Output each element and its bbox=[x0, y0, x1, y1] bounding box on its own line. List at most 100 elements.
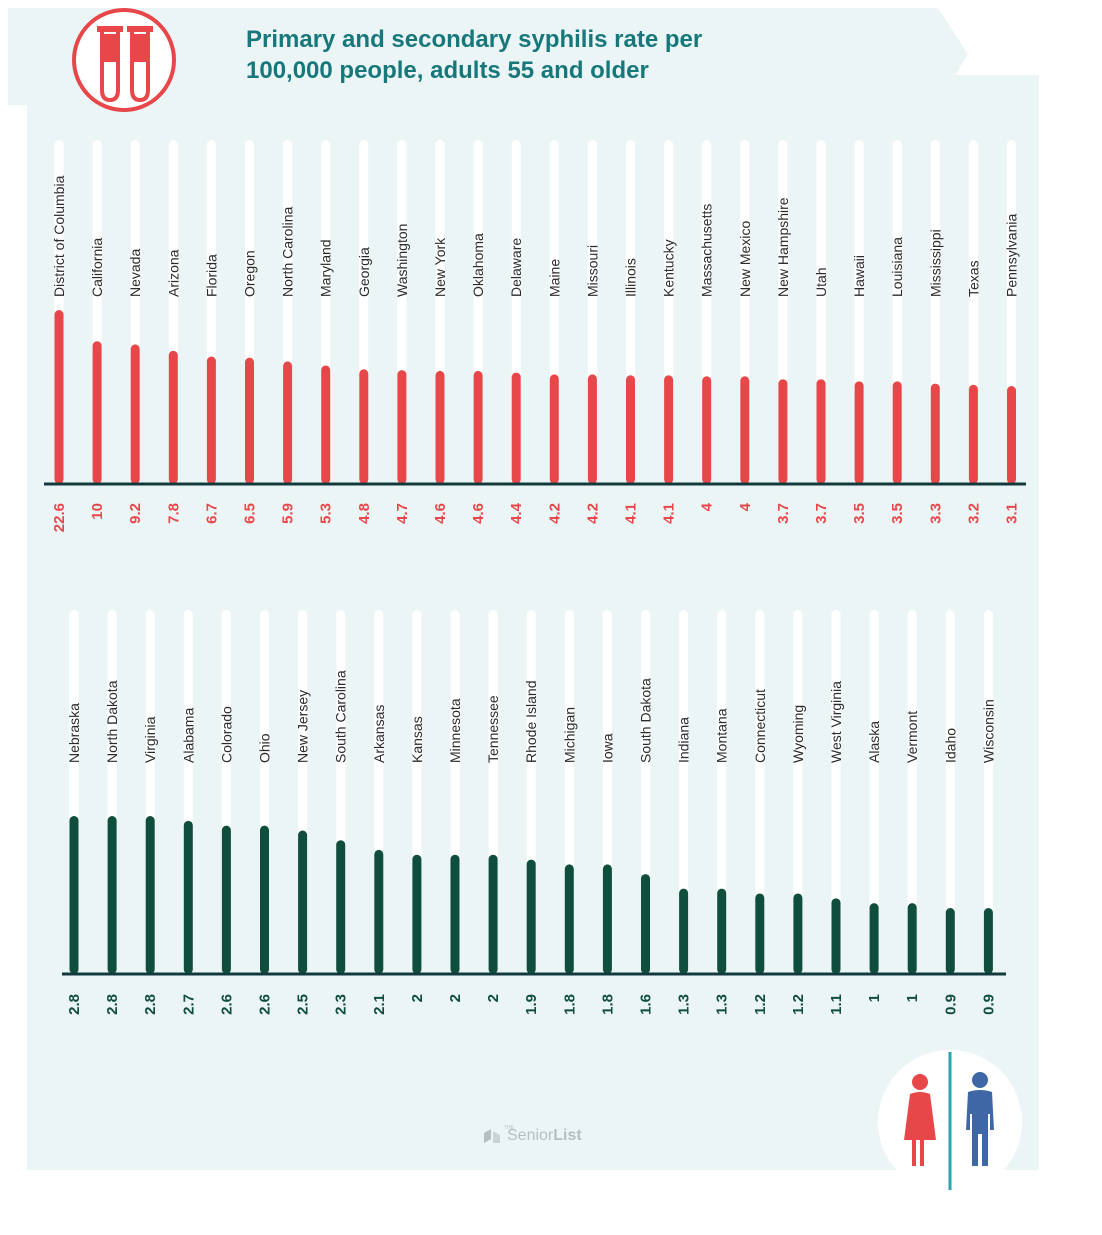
value-label-indiana: 1.3 bbox=[676, 994, 693, 1015]
bar-new-hampshire bbox=[778, 379, 788, 484]
value-label-washington: 4.7 bbox=[394, 503, 411, 524]
category-label-rhode-island: Rhode Island bbox=[523, 680, 539, 763]
bar-arkansas bbox=[374, 849, 384, 974]
bar-south-carolina bbox=[336, 840, 346, 974]
bar-texas bbox=[968, 384, 978, 484]
category-label-kansas: Kansas bbox=[409, 716, 425, 763]
track-connecticut bbox=[755, 610, 765, 974]
bar-maryland bbox=[321, 365, 331, 484]
category-label-massachusetts: Massachusetts bbox=[699, 204, 715, 297]
value-label-georgia: 4.8 bbox=[356, 503, 373, 524]
category-label-oklahoma: Oklahoma bbox=[470, 233, 486, 297]
category-label-virginia: Virginia bbox=[142, 716, 158, 763]
category-label-south-dakota: South Dakota bbox=[638, 678, 654, 763]
category-label-indiana: Indiana bbox=[676, 717, 692, 763]
value-label-louisiana: 3.5 bbox=[889, 503, 906, 524]
value-label-north-carolina: 5.9 bbox=[280, 503, 297, 524]
bar-pennsylvania bbox=[1007, 386, 1016, 484]
category-label-illinois: Illinois bbox=[623, 258, 639, 297]
category-label-new-hampshire: New Hampshire bbox=[775, 197, 791, 297]
bar-washington bbox=[397, 370, 407, 484]
bar-delaware bbox=[511, 372, 521, 484]
bar-new-york bbox=[435, 370, 445, 484]
value-label-minnesota: 2 bbox=[447, 994, 464, 1002]
bar-north-carolina bbox=[283, 361, 293, 484]
value-label-pennsylvania: 3.1 bbox=[1004, 503, 1021, 524]
track-west-virginia bbox=[831, 610, 841, 974]
bar-new-mexico bbox=[740, 376, 750, 484]
bar-nebraska bbox=[69, 816, 79, 974]
value-label-north-dakota: 2.8 bbox=[104, 994, 121, 1015]
bar-missouri bbox=[587, 374, 597, 484]
bar-west-virginia bbox=[831, 898, 841, 974]
bar-vermont bbox=[907, 903, 917, 974]
man-woman-icon bbox=[878, 1050, 1022, 1194]
bar-idaho bbox=[945, 908, 955, 974]
category-label-texas: Texas bbox=[965, 260, 981, 297]
logo-name-a: Senior bbox=[507, 1127, 554, 1144]
value-label-new-mexico: 4 bbox=[737, 502, 754, 511]
value-label-rhode-island: 1.9 bbox=[523, 994, 540, 1015]
value-label-arizona: 7.8 bbox=[165, 503, 182, 524]
category-label-ohio: Ohio bbox=[257, 733, 273, 763]
category-label-missouri: Missouri bbox=[584, 245, 600, 297]
category-label-michigan: Michigan bbox=[561, 707, 577, 763]
bar-oklahoma bbox=[473, 370, 483, 484]
value-label-delaware: 4.4 bbox=[508, 502, 525, 524]
bar-connecticut bbox=[755, 893, 765, 974]
category-label-montana: Montana bbox=[714, 708, 730, 763]
category-label-colorado: Colorado bbox=[218, 706, 234, 763]
category-label-florida: Florida bbox=[203, 254, 219, 297]
value-label-massachusetts: 4 bbox=[699, 502, 716, 511]
bar-arizona bbox=[168, 350, 178, 484]
value-label-florida: 6.7 bbox=[203, 503, 220, 524]
bar-massachusetts bbox=[702, 376, 712, 484]
value-label-hawaii: 3.5 bbox=[851, 503, 868, 524]
category-label-new-mexico: New Mexico bbox=[737, 221, 753, 297]
bar-south-dakota bbox=[641, 874, 650, 974]
category-label-pennsylvania: Pennsylvania bbox=[1004, 214, 1020, 297]
track-wyoming bbox=[793, 610, 803, 974]
value-label-kansas: 2 bbox=[409, 994, 426, 1002]
value-label-oklahoma: 4.6 bbox=[470, 503, 487, 524]
category-label-arizona: Arizona bbox=[165, 249, 181, 297]
track-alaska bbox=[869, 610, 879, 974]
category-label-district-of-columbia: District of Columbia bbox=[51, 175, 67, 297]
logo-small-text: THE bbox=[504, 1125, 514, 1131]
bar-north-dakota bbox=[107, 816, 117, 974]
category-label-maine: Maine bbox=[546, 259, 562, 297]
value-label-district-of-columbia: 22.6 bbox=[51, 503, 68, 532]
category-label-kentucky: Kentucky bbox=[661, 239, 677, 297]
bottom-chart: Nebraska 2.8 North Dakota 2.8 Virginia 2.8 Ala… bbox=[62, 610, 1006, 1015]
category-label-minnesota: Minnesota bbox=[447, 698, 463, 763]
test-tubes-icon bbox=[72, 8, 176, 112]
category-label-tennessee: Tennessee bbox=[485, 695, 501, 763]
track-indiana bbox=[679, 610, 689, 974]
value-label-idaho: 0.9 bbox=[942, 994, 959, 1015]
bar-indiana bbox=[679, 888, 689, 974]
senior-list-logo-icon bbox=[484, 1129, 500, 1143]
bar-wyoming bbox=[793, 893, 803, 974]
value-label-alabama: 2.7 bbox=[180, 994, 197, 1015]
value-label-ohio: 2.6 bbox=[257, 994, 274, 1015]
bar-illinois bbox=[626, 375, 635, 484]
logo-name-b: List bbox=[553, 1127, 582, 1144]
title-line-2: 100,000 people, adults 55 and older bbox=[246, 57, 649, 84]
bar-florida bbox=[206, 356, 216, 484]
value-label-nebraska: 2.8 bbox=[66, 994, 83, 1015]
category-label-nevada: Nevada bbox=[127, 249, 143, 297]
bar-kansas bbox=[412, 854, 422, 974]
bar-nevada bbox=[130, 344, 140, 484]
category-label-connecticut: Connecticut bbox=[752, 689, 768, 763]
bar-colorado bbox=[221, 825, 231, 974]
category-label-arkansas: Arkansas bbox=[371, 705, 387, 763]
bar-wisconsin bbox=[983, 908, 993, 974]
bar-utah bbox=[816, 379, 826, 484]
value-label-oregon: 6.5 bbox=[242, 503, 259, 524]
bar-ohio bbox=[260, 825, 269, 974]
value-label-missouri: 4.2 bbox=[584, 503, 601, 524]
bar-rhode-island bbox=[526, 859, 536, 974]
bar-district-of-columbia bbox=[54, 310, 64, 484]
bar-mississippi bbox=[930, 383, 940, 484]
